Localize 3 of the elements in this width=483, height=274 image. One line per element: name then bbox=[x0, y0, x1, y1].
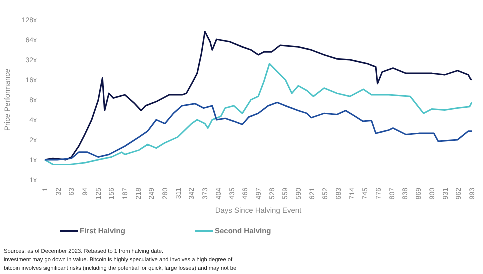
line-series bbox=[44, 31, 473, 161]
line-series bbox=[44, 63, 473, 166]
line-series bbox=[44, 102, 473, 161]
